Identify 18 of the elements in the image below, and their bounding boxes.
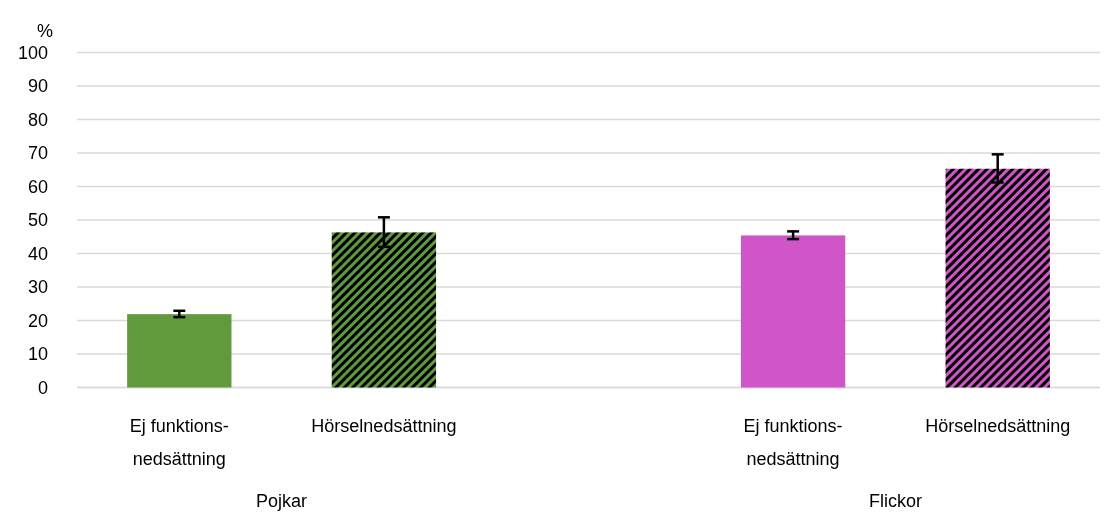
y-tick-label: 70 bbox=[27, 143, 48, 164]
y-tick-label: 100 bbox=[17, 42, 48, 63]
x-tick-label: Ej funktions-nedsättning bbox=[743, 416, 843, 469]
y-axis-title: % bbox=[37, 21, 54, 41]
x-tick-label: Hörselnedsättning bbox=[311, 416, 457, 436]
x-tick-label: Ej funktions-nedsättning bbox=[129, 416, 229, 469]
y-tick-label: 0 bbox=[37, 377, 48, 398]
y-tick-label: 50 bbox=[27, 210, 48, 231]
y-tick-label: 40 bbox=[27, 243, 48, 264]
y-tick-label: 10 bbox=[27, 344, 48, 365]
y-tick-label: 90 bbox=[27, 76, 48, 97]
text: Flickor bbox=[868, 491, 922, 511]
y-tick-label: 60 bbox=[27, 176, 48, 197]
y-tick-label: 80 bbox=[27, 109, 48, 130]
y-tick-label: 30 bbox=[27, 277, 48, 298]
x-tick-label: Hörselnedsättning bbox=[925, 416, 1071, 436]
y-tick-label: 20 bbox=[27, 310, 48, 331]
text: Pojkar bbox=[256, 491, 308, 511]
